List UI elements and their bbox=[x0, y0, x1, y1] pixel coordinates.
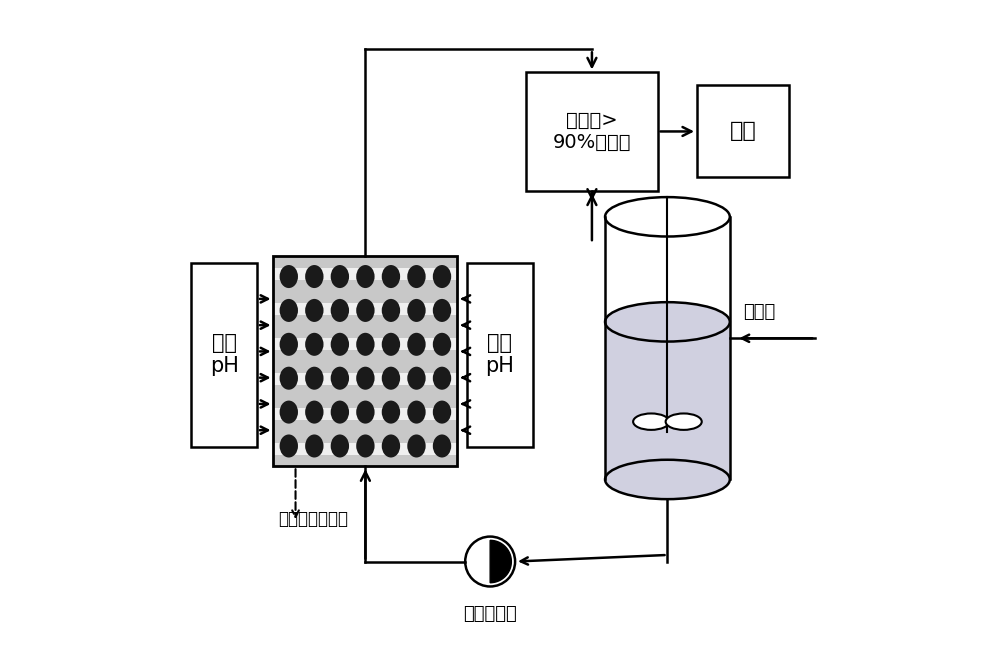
Bar bbox=[273, 396, 457, 431]
Ellipse shape bbox=[407, 401, 426, 423]
Text: 固定卤醇脱卤酶: 固定卤醇脱卤酶 bbox=[278, 510, 348, 528]
Ellipse shape bbox=[433, 434, 451, 458]
Ellipse shape bbox=[382, 299, 400, 322]
Text: 提纯: 提纯 bbox=[730, 121, 756, 141]
Bar bbox=[273, 303, 457, 315]
Polygon shape bbox=[490, 540, 511, 583]
Ellipse shape bbox=[605, 302, 730, 342]
Ellipse shape bbox=[331, 265, 349, 288]
Ellipse shape bbox=[280, 401, 298, 423]
Ellipse shape bbox=[433, 401, 451, 423]
Ellipse shape bbox=[605, 460, 730, 499]
Ellipse shape bbox=[356, 299, 375, 322]
Ellipse shape bbox=[407, 333, 426, 356]
Text: 一级循环泵: 一级循环泵 bbox=[463, 605, 517, 623]
Bar bbox=[273, 361, 457, 396]
Bar bbox=[273, 407, 457, 420]
Ellipse shape bbox=[382, 333, 400, 356]
Bar bbox=[273, 256, 457, 291]
Bar bbox=[526, 72, 658, 190]
Ellipse shape bbox=[666, 413, 702, 430]
Ellipse shape bbox=[305, 265, 324, 288]
Bar bbox=[273, 291, 457, 326]
Ellipse shape bbox=[305, 401, 324, 423]
Bar bbox=[273, 431, 457, 466]
Ellipse shape bbox=[331, 366, 349, 390]
Ellipse shape bbox=[305, 434, 324, 458]
Bar bbox=[273, 373, 457, 385]
Ellipse shape bbox=[356, 333, 375, 356]
Bar bbox=[273, 326, 457, 361]
Ellipse shape bbox=[433, 366, 451, 390]
Text: 调控
pH: 调控 pH bbox=[486, 333, 514, 377]
Ellipse shape bbox=[280, 333, 298, 356]
Bar bbox=[697, 86, 789, 178]
Bar bbox=[273, 338, 457, 350]
Bar bbox=[605, 217, 730, 480]
Ellipse shape bbox=[356, 401, 375, 423]
Ellipse shape bbox=[407, 434, 426, 458]
Bar bbox=[273, 256, 457, 466]
Bar bbox=[273, 267, 457, 280]
Text: 反应液: 反应液 bbox=[743, 303, 775, 321]
Bar bbox=[191, 263, 257, 447]
Ellipse shape bbox=[433, 265, 451, 288]
Ellipse shape bbox=[407, 366, 426, 390]
Ellipse shape bbox=[356, 366, 375, 390]
Ellipse shape bbox=[356, 265, 375, 288]
Ellipse shape bbox=[605, 197, 730, 237]
Ellipse shape bbox=[382, 265, 400, 288]
Ellipse shape bbox=[280, 299, 298, 322]
Text: 转化率>
90%，出料: 转化率> 90%，出料 bbox=[553, 111, 631, 152]
Ellipse shape bbox=[280, 265, 298, 288]
Ellipse shape bbox=[331, 434, 349, 458]
Circle shape bbox=[465, 537, 515, 586]
Ellipse shape bbox=[331, 333, 349, 356]
Ellipse shape bbox=[356, 434, 375, 458]
Ellipse shape bbox=[305, 333, 324, 356]
Bar bbox=[273, 443, 457, 455]
Ellipse shape bbox=[331, 299, 349, 322]
Ellipse shape bbox=[382, 366, 400, 390]
Ellipse shape bbox=[407, 299, 426, 322]
Bar bbox=[467, 263, 533, 447]
Ellipse shape bbox=[280, 434, 298, 458]
Ellipse shape bbox=[382, 401, 400, 423]
Ellipse shape bbox=[331, 401, 349, 423]
Ellipse shape bbox=[407, 265, 426, 288]
Text: 调控
pH: 调控 pH bbox=[210, 333, 239, 377]
Ellipse shape bbox=[433, 299, 451, 322]
Bar bbox=[605, 217, 730, 322]
Ellipse shape bbox=[305, 299, 324, 322]
Ellipse shape bbox=[433, 333, 451, 356]
Ellipse shape bbox=[280, 366, 298, 390]
Ellipse shape bbox=[305, 366, 324, 390]
Ellipse shape bbox=[633, 413, 669, 430]
Ellipse shape bbox=[382, 434, 400, 458]
